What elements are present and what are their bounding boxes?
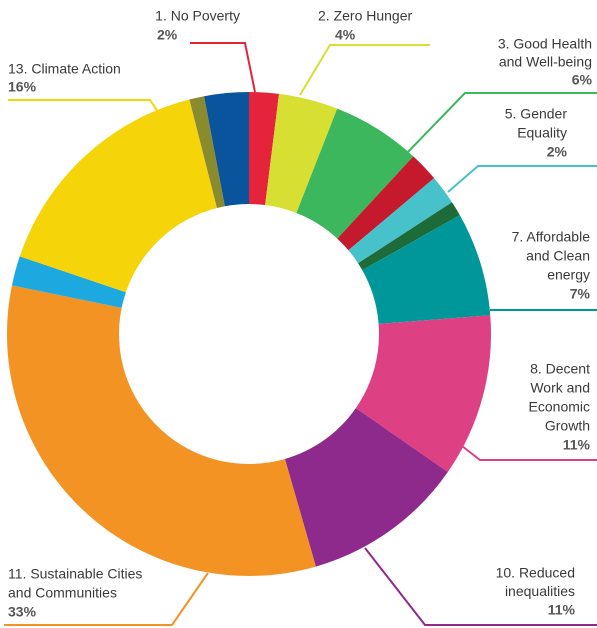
leader-line — [190, 42, 256, 93]
donut-segment — [355, 315, 491, 472]
segment-label: 1. No Poverty — [155, 8, 240, 24]
segment-label: 3. Good Health — [498, 36, 592, 52]
donut-segment — [265, 93, 338, 213]
segment-label: 7. Affordable — [512, 229, 591, 245]
donut-segment — [296, 108, 414, 239]
donut-segment — [358, 202, 460, 271]
segment-label: 5. Gender — [505, 106, 568, 122]
value-label: 2% — [157, 27, 178, 43]
donut-segment — [249, 92, 280, 206]
segment-label: 11. Sustainable Cities — [8, 566, 142, 582]
segment-label: Work and — [530, 380, 590, 396]
donut-segment — [19, 99, 217, 293]
value-label: 2% — [547, 144, 568, 160]
value-label: 11% — [563, 437, 591, 453]
segment-label: 8. Decent — [530, 361, 590, 377]
segment-label: 10. Reduced — [496, 565, 575, 581]
leader-line — [447, 165, 597, 193]
value-label: 16% — [8, 79, 37, 95]
donut-segment — [284, 408, 448, 567]
donut-segment — [348, 178, 453, 264]
donut-segment — [362, 215, 491, 324]
segment-label: and Well-being — [499, 54, 592, 70]
donut-segment — [189, 96, 225, 209]
segment-label: and Clean — [526, 248, 590, 264]
segment-label: Economic — [529, 399, 590, 415]
leader-line — [8, 99, 159, 113]
leader-line — [364, 547, 597, 626]
value-label: 33% — [8, 604, 37, 620]
segment-label: Growth — [545, 418, 590, 434]
value-label: 7% — [570, 286, 591, 302]
leader-line — [461, 445, 597, 461]
segment-label: inequalities — [505, 583, 575, 599]
value-label: 4% — [335, 27, 356, 43]
donut-segment — [337, 156, 435, 251]
segment-label: and Communities — [8, 585, 117, 601]
donut-segment — [204, 92, 249, 207]
donut-segment — [11, 256, 126, 308]
segment-label: Equality — [517, 125, 567, 141]
segment-label: energy — [547, 267, 590, 283]
leader-line — [4, 572, 209, 626]
value-label: 6% — [572, 72, 593, 88]
segment-label: 2. Zero Hunger — [318, 8, 412, 24]
value-label: 11% — [548, 602, 576, 618]
segment-label: 13. Climate Action — [8, 61, 121, 77]
leader-line — [404, 92, 597, 156]
donut-segment — [7, 285, 316, 576]
leader-line — [299, 44, 430, 96]
